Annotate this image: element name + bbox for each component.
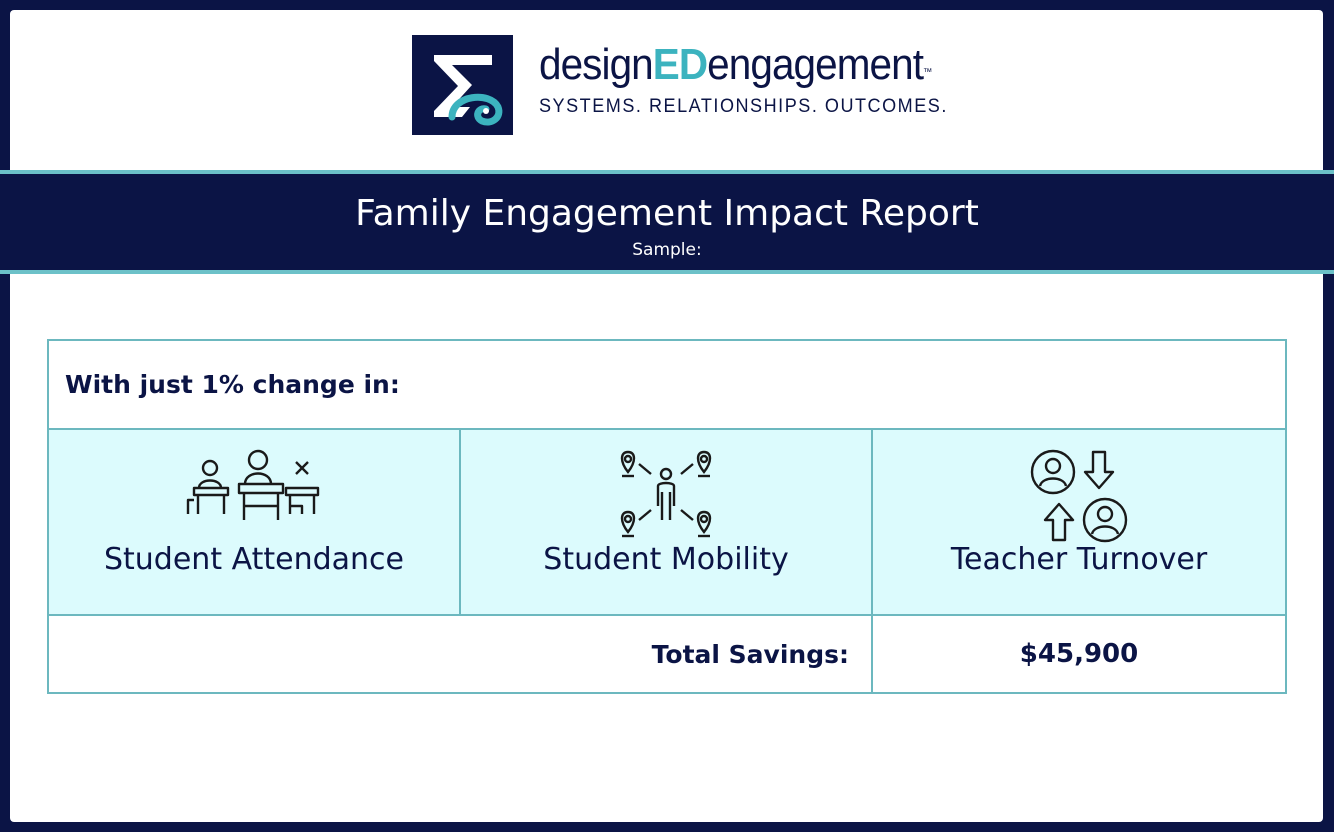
brand-name: designEDengagement™	[539, 40, 935, 90]
brand-highlight: ED	[652, 40, 708, 89]
student-desks-icon	[186, 449, 320, 520]
total-savings-value: $45,900	[870, 614, 1288, 694]
total-savings-label: Total Savings:	[47, 614, 873, 694]
page-title: Family Engagement Impact Report	[355, 193, 979, 234]
sigma-logo-icon	[412, 35, 513, 135]
brand-wordmark: designEDengagement™ SYSTEMS. RELATIONSHI…	[539, 40, 969, 118]
impact-table: With just 1% change in:	[46, 339, 1288, 694]
intro-text: With just 1% change in:	[46, 339, 1288, 430]
location-network-icon	[620, 450, 712, 538]
intro-row: With just 1% change in:	[46, 339, 1288, 430]
metric-teacher-turnover: Teacher Turnover	[870, 428, 1288, 616]
report-card: designEDengagement™ SYSTEMS. RELATIONSHI…	[0, 10, 1334, 822]
metric-student-mobility: Student Mobility	[459, 428, 873, 616]
logo-area: designEDengagement™ SYSTEMS. RELATIONSHI…	[10, 10, 1323, 170]
metric-label: Student Attendance	[103, 542, 404, 577]
page-subtitle: Sample:	[632, 240, 702, 260]
metric-student-attendance: Student Attendance	[47, 428, 461, 616]
trademark-mark: ™	[923, 67, 932, 78]
metrics-row: Student Attendance Student Mobility	[47, 428, 1288, 616]
brand-tagline: SYSTEMS. RELATIONSHIPS. OUTCOMES.	[539, 96, 948, 117]
metric-label: Teacher Turnover	[950, 542, 1208, 577]
metric-label: Student Mobility	[543, 542, 789, 577]
brand-prefix: design	[539, 40, 654, 89]
brand-suffix: engagement	[707, 40, 924, 89]
title-banner: Family Engagement Impact Report Sample:	[0, 170, 1334, 274]
totals-row: Total Savings: $45,900	[47, 614, 1288, 694]
user-swap-icon	[1030, 449, 1128, 543]
